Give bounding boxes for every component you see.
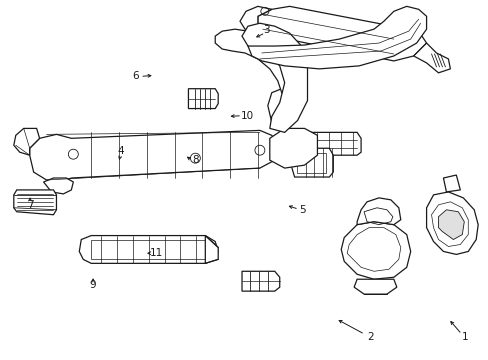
- Text: 3: 3: [263, 25, 269, 35]
- Text: 5: 5: [299, 205, 305, 215]
- Polygon shape: [79, 235, 218, 264]
- Polygon shape: [269, 129, 317, 168]
- Polygon shape: [353, 279, 396, 294]
- Polygon shape: [341, 222, 410, 279]
- Polygon shape: [247, 6, 426, 69]
- Polygon shape: [205, 235, 218, 264]
- Text: 8: 8: [192, 156, 199, 165]
- Text: 1: 1: [461, 332, 468, 342]
- Text: 2: 2: [366, 332, 373, 342]
- Polygon shape: [307, 132, 360, 155]
- Polygon shape: [215, 29, 294, 93]
- Text: 9: 9: [90, 280, 96, 291]
- Polygon shape: [413, 43, 449, 73]
- Text: 7: 7: [27, 200, 33, 210]
- Polygon shape: [43, 178, 73, 194]
- Text: 10: 10: [240, 111, 253, 121]
- Text: 11: 11: [149, 248, 163, 258]
- Polygon shape: [242, 271, 279, 291]
- Polygon shape: [438, 210, 463, 239]
- Polygon shape: [257, 6, 426, 61]
- Polygon shape: [356, 198, 400, 225]
- Polygon shape: [30, 130, 279, 182]
- Polygon shape: [267, 89, 299, 130]
- Polygon shape: [188, 89, 218, 109]
- Polygon shape: [242, 23, 307, 132]
- Polygon shape: [240, 6, 271, 33]
- Polygon shape: [443, 175, 459, 192]
- Text: 4: 4: [117, 147, 124, 157]
- Polygon shape: [426, 192, 477, 255]
- Polygon shape: [14, 129, 40, 155]
- Text: 6: 6: [132, 71, 139, 81]
- Polygon shape: [289, 148, 333, 177]
- Polygon shape: [14, 190, 56, 215]
